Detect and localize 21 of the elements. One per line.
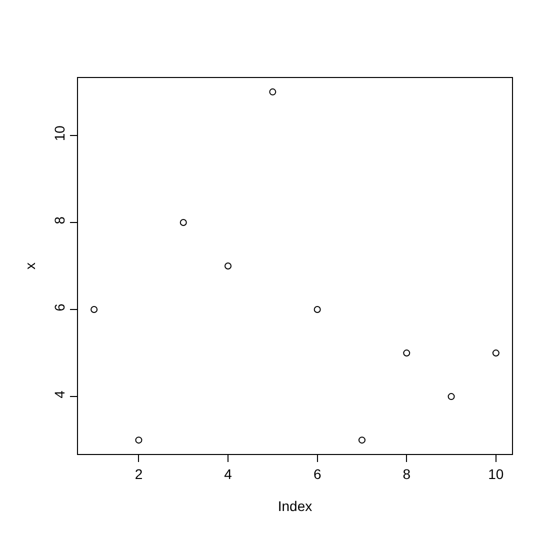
x-tick-label: 8 bbox=[402, 466, 411, 482]
point bbox=[448, 393, 455, 400]
point bbox=[269, 88, 276, 96]
x-tick-label: 4 bbox=[224, 466, 232, 482]
point bbox=[403, 350, 410, 357]
y-tick-label: 6 bbox=[51, 303, 68, 312]
point bbox=[314, 306, 321, 314]
y-tick-label: 4 bbox=[51, 390, 68, 398]
y-tick-label: 10 bbox=[51, 125, 68, 142]
y-axis-title: x bbox=[22, 262, 38, 270]
x-tick-label: 6 bbox=[313, 466, 322, 482]
x-tick-label: 10 bbox=[488, 466, 504, 482]
point bbox=[90, 306, 98, 314]
y-tick-label: 8 bbox=[51, 216, 68, 224]
x-tick-label: 2 bbox=[134, 466, 143, 482]
x-axis-title: Index bbox=[278, 498, 312, 514]
point bbox=[180, 218, 187, 226]
point bbox=[492, 350, 500, 357]
point bbox=[135, 436, 142, 444]
point bbox=[224, 262, 232, 270]
point bbox=[358, 436, 366, 444]
